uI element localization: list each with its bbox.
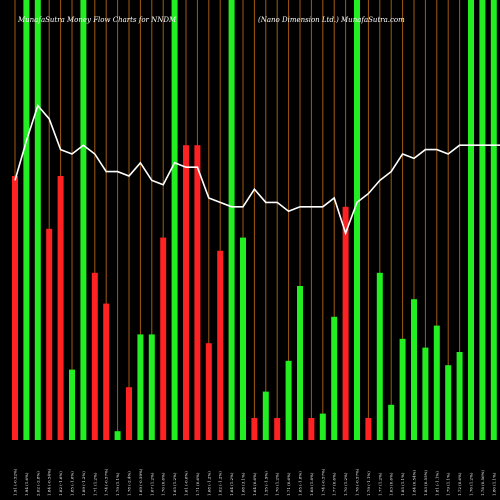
x-tick-label: 1.61 (-0.6%) bbox=[184, 471, 189, 496]
bar-mark bbox=[399, 338, 406, 440]
x-tick-labels: 1.91 (-0.52%) 1.94 (1.6%) 2.02 (-2.8%) 1.84… bbox=[13, 468, 497, 496]
bar-mark bbox=[490, 0, 497, 440]
x-tick-label: 1.68 (1.8%) bbox=[309, 472, 314, 496]
bar-mark bbox=[319, 413, 326, 440]
x-tick-label: 1.77 (1.2%) bbox=[377, 472, 382, 496]
x-tick-label: 1.83 (0.55%) bbox=[423, 470, 428, 496]
x-tick-label: 1.55 (-1.9%) bbox=[263, 471, 268, 496]
x-tick-label: 1.74 (-0.57%) bbox=[104, 468, 109, 496]
bar-mark bbox=[194, 145, 201, 440]
x-tick-label: 1.85 (-1.6%) bbox=[70, 471, 75, 496]
bar-mark bbox=[342, 206, 349, 440]
x-tick-label: 1.65 (-1.8%) bbox=[298, 471, 303, 496]
bar-mark bbox=[126, 387, 132, 440]
bar-mark bbox=[251, 418, 258, 440]
bar-mark bbox=[217, 250, 224, 440]
x-tick-label: 1.67 (1.2%) bbox=[149, 472, 154, 496]
x-tick-label: 1.71 (1.2%) bbox=[92, 472, 97, 496]
bar-mark bbox=[160, 237, 167, 440]
x-tick-label: 1.68 (3.1%) bbox=[241, 472, 246, 496]
bar-mark bbox=[422, 347, 429, 440]
x-tick-label: 2.02 (-2.8%) bbox=[35, 471, 40, 496]
bar-mark bbox=[228, 0, 235, 440]
x-tick-label: 1.91 (-0.52%) bbox=[13, 468, 18, 496]
x-tick-label: 1.65 (1.2%) bbox=[172, 472, 177, 496]
bar-mark bbox=[69, 369, 75, 440]
x-tick-label: 1.72 (0.6%) bbox=[457, 472, 462, 496]
x-tick-label: 1.77 (0.6%) bbox=[332, 472, 337, 496]
x-tick-label: 1.62 (-1.2%) bbox=[218, 471, 223, 496]
bar-mark bbox=[445, 365, 452, 440]
x-tick-label: 1.76 (1.2%) bbox=[469, 472, 474, 496]
x-tick-label: 1.68 (-1.2%) bbox=[206, 471, 211, 496]
x-tick-label: 1.78 (-2.4%) bbox=[127, 471, 132, 496]
x-tick-label: 1.64 (0.6%) bbox=[252, 472, 257, 496]
bar-mark bbox=[137, 334, 144, 440]
x-tick-label: 1.84 (-0.54%) bbox=[47, 468, 52, 496]
bar-mark bbox=[274, 418, 281, 440]
x-tick-label: 1.79 (1.1%) bbox=[115, 472, 120, 496]
bar-mark bbox=[331, 316, 338, 440]
bar-mark bbox=[354, 0, 360, 440]
bar-mark bbox=[148, 334, 155, 440]
bar-series bbox=[12, 0, 497, 440]
bar-mark bbox=[297, 286, 303, 440]
x-tick-label: 1.74 (-0.57%) bbox=[320, 468, 325, 496]
bar-mark bbox=[365, 418, 372, 440]
bar-mark bbox=[456, 352, 463, 440]
x-tick-label: 1.70 (1.2%) bbox=[343, 472, 348, 496]
bar-mark bbox=[376, 272, 383, 440]
bar-mark bbox=[262, 391, 269, 440]
bar-mark bbox=[103, 303, 110, 440]
flow-line bbox=[14, 104, 500, 236]
bar-mark bbox=[114, 431, 121, 440]
line-series bbox=[14, 104, 500, 236]
bar-mark bbox=[171, 0, 178, 440]
x-tick-label: 1.71 (0.6%) bbox=[195, 472, 200, 496]
x-tick-label: 1.69 (-0.59%) bbox=[138, 468, 143, 496]
bar-mark bbox=[468, 0, 474, 440]
bar-mark bbox=[46, 228, 53, 440]
x-tick-label: 1.70 (1.2%) bbox=[275, 472, 280, 496]
x-tick-label: 1.82 (-1.6%) bbox=[58, 471, 63, 496]
x-tick-label: 1.85 (1.1%) bbox=[400, 472, 405, 496]
x-tick-label: 1.81 (-1.1%) bbox=[434, 471, 439, 496]
bar-mark bbox=[183, 145, 189, 440]
bar-mark bbox=[91, 272, 98, 440]
bar-mark bbox=[57, 176, 64, 440]
bar-mark bbox=[433, 325, 440, 440]
x-tick-label: 1.71 (0.6%) bbox=[286, 472, 291, 496]
x-tick-label: 1.94 (1.6%) bbox=[24, 472, 29, 496]
x-tick-label: 1.79 (-1.1%) bbox=[366, 471, 371, 496]
bar-mark bbox=[205, 343, 212, 440]
x-tick-label: 1.63 (0.6%) bbox=[389, 472, 394, 496]
chart-title: MunafaSutra Money Flow Charts for NNDM bbox=[17, 16, 177, 24]
bar-mark bbox=[23, 0, 30, 440]
bar-mark bbox=[240, 237, 246, 440]
bar-mark bbox=[80, 0, 87, 440]
chart-subtitle: (Nano Dimension Ltd.) MunafaSutra.com bbox=[258, 16, 405, 24]
x-tick-label: 1.78 (0.56%) bbox=[480, 470, 485, 496]
x-tick-label: 1.79 (1.1%) bbox=[446, 472, 451, 496]
bar-mark bbox=[12, 176, 18, 440]
x-tick-label: 1.89 (-1.2%) bbox=[81, 471, 86, 496]
bar-mark bbox=[411, 299, 417, 440]
x-tick-label: 1.84 (0.54%) bbox=[412, 470, 417, 496]
x-tick-label: 1.70 (0.6%) bbox=[161, 472, 166, 496]
x-tick-label: 1.80 (1.1%) bbox=[491, 472, 496, 496]
bar-mark bbox=[285, 360, 292, 440]
bar-mark bbox=[34, 0, 41, 440]
x-tick-label: 1.64 (1.2%) bbox=[229, 472, 234, 496]
bar-mark bbox=[479, 0, 486, 440]
x-tick-label: 1.76 (-0.57%) bbox=[355, 468, 360, 496]
bar-mark bbox=[308, 418, 315, 440]
bar-mark bbox=[388, 404, 395, 440]
